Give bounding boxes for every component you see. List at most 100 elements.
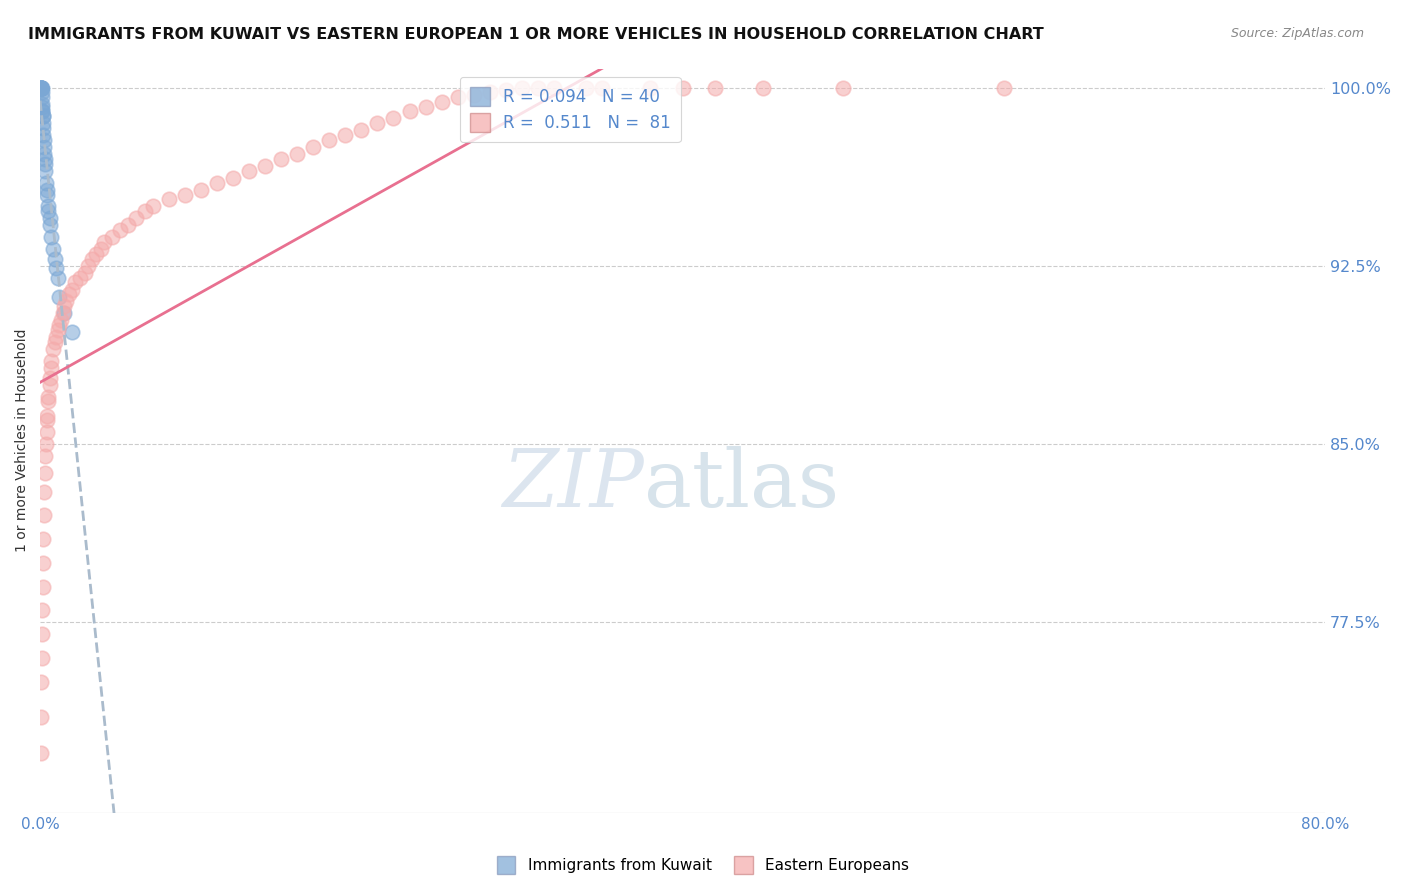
- Point: [32, 147, 55, 161]
- Point: [37, 394, 59, 409]
- Point: [463, 87, 485, 102]
- Point: [31, 80, 53, 95]
- Point: [993, 80, 1015, 95]
- Point: [495, 83, 517, 97]
- Point: [31, 580, 53, 594]
- Point: [32, 120, 55, 135]
- Point: [35, 176, 58, 190]
- Point: [31, 85, 53, 99]
- Point: [75, 266, 97, 280]
- Point: [270, 152, 292, 166]
- Point: [543, 80, 565, 95]
- Point: [527, 80, 550, 95]
- Text: Source: ZipAtlas.com: Source: ZipAtlas.com: [1230, 27, 1364, 40]
- Point: [31, 97, 53, 112]
- Point: [37, 199, 59, 213]
- Point: [37, 204, 59, 219]
- Point: [32, 532, 55, 546]
- Point: [31, 99, 53, 113]
- Legend: Immigrants from Kuwait, Eastern Europeans: Immigrants from Kuwait, Eastern European…: [491, 850, 915, 880]
- Point: [31, 109, 53, 123]
- Point: [640, 80, 662, 95]
- Point: [35, 187, 58, 202]
- Point: [253, 159, 276, 173]
- Point: [117, 219, 139, 233]
- Point: [41, 361, 63, 376]
- Point: [134, 204, 156, 219]
- Point: [30, 674, 52, 689]
- Point: [415, 99, 437, 113]
- Point: [35, 425, 58, 440]
- Point: [31, 104, 53, 119]
- Point: [30, 80, 52, 95]
- Point: [398, 104, 420, 119]
- Point: [672, 80, 695, 95]
- Point: [38, 370, 60, 384]
- Point: [173, 187, 195, 202]
- Point: [30, 80, 52, 95]
- Point: [447, 90, 470, 104]
- Point: [34, 449, 56, 463]
- Point: [510, 80, 533, 95]
- Point: [37, 409, 59, 423]
- Point: [335, 128, 357, 142]
- Text: ZIP: ZIP: [502, 446, 644, 524]
- Point: [32, 484, 55, 499]
- Point: [142, 199, 165, 213]
- Point: [60, 283, 83, 297]
- Point: [31, 603, 53, 617]
- Point: [44, 334, 66, 349]
- Point: [125, 211, 148, 226]
- Point: [30, 746, 52, 760]
- Point: [38, 377, 60, 392]
- Point: [34, 156, 56, 170]
- Point: [302, 140, 325, 154]
- Point: [58, 287, 80, 301]
- Point: [190, 183, 212, 197]
- Y-axis label: 1 or more Vehicles in Household: 1 or more Vehicles in Household: [15, 329, 30, 552]
- Point: [31, 104, 53, 119]
- Point: [35, 413, 58, 427]
- Point: [110, 223, 132, 237]
- Text: atlas: atlas: [644, 446, 839, 524]
- Point: [53, 299, 76, 313]
- Point: [80, 252, 103, 266]
- Point: [575, 80, 598, 95]
- Point: [42, 342, 65, 356]
- Point: [30, 80, 52, 95]
- Point: [222, 170, 245, 185]
- Point: [93, 235, 115, 249]
- Point: [32, 116, 55, 130]
- Point: [205, 176, 228, 190]
- Point: [32, 140, 55, 154]
- Point: [35, 437, 58, 451]
- Point: [46, 270, 69, 285]
- Point: [37, 390, 59, 404]
- Point: [38, 211, 60, 226]
- Point: [382, 112, 405, 126]
- Point: [90, 242, 112, 256]
- Point: [35, 183, 58, 197]
- Point: [45, 330, 67, 344]
- Point: [34, 152, 56, 166]
- Point: [32, 133, 55, 147]
- Point: [31, 109, 53, 123]
- Point: [60, 326, 83, 340]
- Point: [30, 80, 52, 95]
- Point: [703, 80, 725, 95]
- Point: [32, 556, 55, 570]
- Point: [30, 80, 52, 95]
- Point: [350, 123, 373, 137]
- Point: [44, 252, 66, 266]
- Point: [157, 192, 180, 206]
- Point: [65, 276, 87, 290]
- Point: [46, 323, 69, 337]
- Point: [238, 163, 260, 178]
- Point: [752, 80, 775, 95]
- Point: [30, 80, 52, 95]
- Point: [42, 242, 65, 256]
- Point: [77, 259, 100, 273]
- Point: [30, 710, 52, 724]
- Point: [53, 306, 76, 320]
- Point: [101, 230, 124, 244]
